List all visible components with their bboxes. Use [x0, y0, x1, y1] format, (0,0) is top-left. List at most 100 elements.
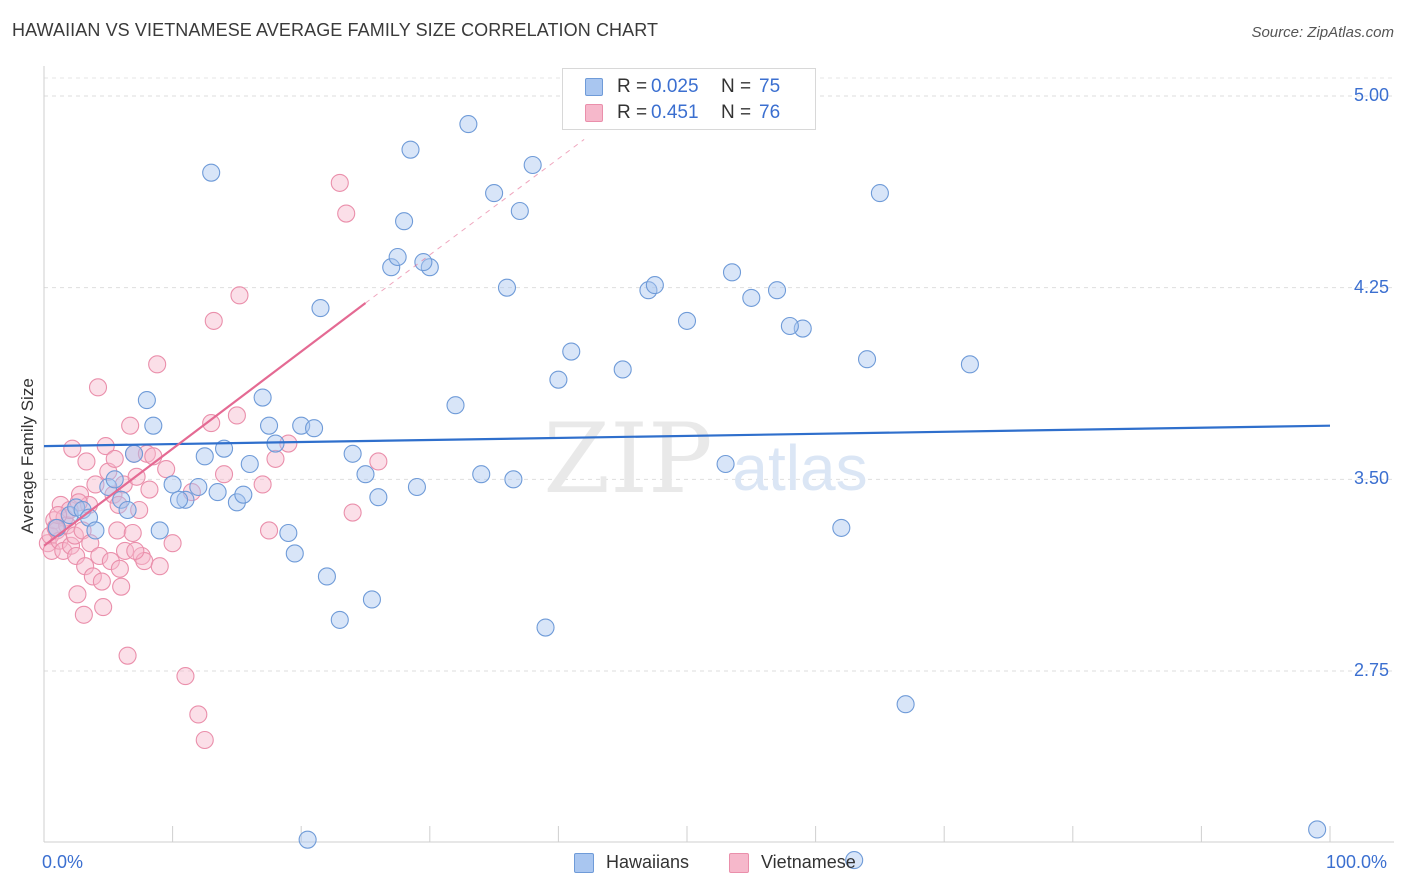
hawaiians-point: [208, 483, 227, 502]
hawaiians-point: [536, 618, 555, 637]
hawaiians-point: [780, 316, 799, 336]
hawaiians-point: [677, 311, 697, 330]
n-label: N =: [721, 76, 752, 97]
gridlines: [44, 77, 1392, 672]
watermark: ZIP atlas: [543, 403, 867, 515]
hawaiians-point: [311, 299, 330, 318]
stats-row-hawaiians: R = 0.025 N = 75: [585, 75, 780, 99]
hawaiians-point: [150, 521, 169, 540]
hawaiians-point: [189, 477, 208, 497]
vietnamese-point: [112, 577, 131, 596]
vietnamese-point: [76, 557, 95, 576]
x-tick-label-max: 100.0%: [1326, 852, 1388, 872]
vietnamese-point: [150, 557, 169, 576]
vietnamese-point: [227, 406, 246, 425]
hawaiians-point: [234, 485, 253, 504]
legend-label: Hawaiians: [606, 852, 690, 872]
vietnamese-point: [105, 449, 124, 468]
vietnamese-point: [61, 536, 81, 555]
hawaiians-point: [446, 396, 465, 415]
hawaiians-point: [144, 416, 163, 435]
vietnamese-legend-swatch: [729, 852, 749, 873]
vietnamese-point: [157, 460, 176, 479]
watermark-zip: ZIP: [543, 403, 712, 515]
y-tick-label: 5.00: [1354, 85, 1390, 105]
vietnamese-point: [115, 541, 135, 560]
hawaiians-point: [1308, 820, 1327, 839]
hawaiians-point: [369, 488, 388, 507]
legend-label: Vietnamese: [761, 852, 856, 872]
y-tick-label: 3.50: [1354, 468, 1390, 489]
hawaiians-point: [407, 477, 426, 497]
hawaiians-point: [343, 444, 362, 463]
hawaiians-point: [382, 258, 401, 277]
r-label: R =: [617, 76, 648, 97]
trend-lines: [43, 139, 1331, 547]
hawaiians-point: [330, 610, 349, 629]
hawaiians-point: [504, 470, 523, 489]
hawaiians-point: [485, 184, 504, 203]
hawaiians-point: [124, 444, 144, 463]
vietnamese-point: [204, 311, 223, 330]
vietnamese-point: [74, 605, 93, 624]
hawaiians-point: [163, 475, 182, 494]
vietnamese-point: [259, 521, 279, 540]
hawaiians-point: [356, 465, 375, 484]
vietnamese-point: [230, 286, 249, 305]
n-value: 75: [759, 76, 781, 97]
hawaiians-point: [549, 370, 568, 389]
stats-row-vietnamese: R = 0.451 N = 76: [585, 101, 780, 125]
hawaiians-point: [137, 391, 156, 410]
hawaiians-point: [832, 518, 851, 537]
hawaiians-point: [214, 439, 234, 458]
vietnamese-point: [92, 572, 111, 591]
vietnamese-point: [77, 452, 96, 471]
hawaiians-point: [99, 477, 118, 497]
vietnamese-point: [343, 503, 362, 522]
hawaiians-legend-swatch: [574, 852, 594, 873]
vietnamese-point: [110, 559, 129, 578]
legend-item-hawaiians[interactable]: Hawaiians: [574, 852, 689, 873]
hawaiians-point: [857, 350, 877, 369]
vietnamese-point: [118, 646, 137, 665]
vietnamese-swatch: [585, 104, 603, 122]
r-value: 0.451: [651, 102, 699, 123]
hawaiians-point: [118, 500, 137, 520]
hawaiians-point: [716, 454, 735, 474]
series-vietnamese-points: [38, 173, 388, 750]
hawaiians-point: [259, 416, 279, 435]
vietnamese-point: [90, 546, 109, 566]
vietnamese-point: [253, 475, 272, 494]
hawaiians-trend-line: [43, 424, 1331, 448]
vietnamese-point: [189, 705, 208, 724]
hawaiians-point: [47, 518, 66, 537]
x-tick-label-min: 0.0%: [42, 852, 84, 872]
chart-title: HAWAIIAN VS VIETNAMESE AVERAGE FAMILY SI…: [12, 20, 659, 40]
hawaiians-point: [523, 155, 542, 175]
vietnamese-point: [202, 414, 221, 433]
vietnamese-point: [140, 480, 159, 499]
hawaiians-point: [86, 521, 105, 540]
n-label: N =: [721, 102, 752, 123]
source-label: Source: ZipAtlas.com: [1251, 24, 1394, 41]
y-axis-label: Average Family Size: [18, 378, 37, 534]
hawaiians-swatch: [585, 78, 603, 96]
hawaiians-point: [388, 247, 407, 267]
vietnamese-point: [126, 541, 145, 560]
vietnamese-point: [108, 521, 127, 540]
vietnamese-point: [94, 598, 113, 617]
legend-item-vietnamese[interactable]: Vietnamese: [729, 852, 856, 873]
hawaiians-point: [362, 590, 381, 609]
hawaiians-point: [414, 253, 433, 272]
vietnamese-point: [330, 173, 349, 192]
vietnamese-point: [121, 416, 140, 435]
vietnamese-trend-line: [43, 302, 367, 547]
hawaiians-point: [613, 360, 632, 379]
hawaiians-point: [240, 454, 259, 474]
vietnamese-point: [68, 585, 87, 604]
series-hawaiians-points: [47, 115, 1327, 870]
hawaiians-point: [896, 695, 915, 714]
hawaiians-point: [845, 851, 864, 870]
hawaiians-point: [395, 212, 414, 231]
vietnamese-point: [83, 567, 102, 586]
